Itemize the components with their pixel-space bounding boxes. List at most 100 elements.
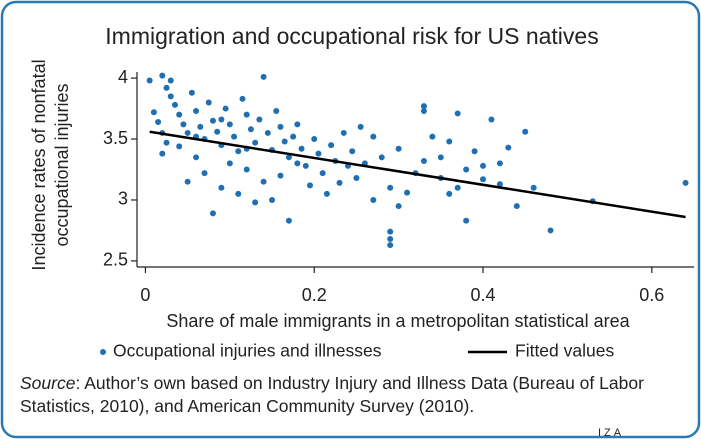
scatter-point <box>307 182 314 189</box>
legend-marker <box>100 349 106 355</box>
legend-label: Occupational injuries and illnesses <box>113 341 382 361</box>
y-axis-label: occupational injuries <box>52 83 72 246</box>
scatter-point <box>370 133 377 140</box>
scatter-point <box>328 142 335 149</box>
scatter-point <box>420 157 427 164</box>
scatter-point <box>378 154 385 161</box>
x-tick-label: 0 <box>140 285 150 305</box>
scatter-point <box>505 144 512 151</box>
scatter-point <box>176 143 183 150</box>
scatter-point <box>205 99 212 106</box>
scatter-point <box>239 95 246 102</box>
scatter-point <box>437 154 444 161</box>
scatter-point <box>315 150 322 157</box>
scatter-point <box>357 123 364 130</box>
scatter-point <box>252 199 259 206</box>
fitted-line <box>149 130 686 219</box>
scatter-point <box>340 129 347 136</box>
scatter-point <box>454 184 461 191</box>
scatter-point <box>171 101 178 108</box>
legend-label: Fitted values <box>515 341 614 361</box>
scatter-point <box>530 184 537 191</box>
scatter-point <box>167 93 174 100</box>
scatter-point <box>446 138 453 145</box>
scatter-point <box>290 133 297 140</box>
scatter-point <box>387 228 394 235</box>
scatter-point <box>387 184 394 191</box>
x-axis-label: Share of male immigrants in a metropolit… <box>166 311 630 331</box>
scatter-point <box>260 178 267 185</box>
y-tick-label: 3 <box>118 189 128 209</box>
scatter-point <box>387 242 394 249</box>
scatter-point <box>218 184 225 191</box>
scatter-point <box>269 196 276 203</box>
scatter-point <box>252 139 259 146</box>
scatter-point <box>159 150 166 157</box>
scatter-point <box>547 227 554 234</box>
scatter-point <box>463 217 470 224</box>
scatter-point <box>163 139 170 146</box>
scatter-point <box>480 162 487 169</box>
scatter-point <box>454 110 461 117</box>
scatter-point <box>188 89 195 96</box>
scatter-point <box>218 116 225 123</box>
scatter-point <box>294 160 301 167</box>
scatter-point <box>264 129 271 136</box>
scatter-point <box>235 190 242 197</box>
scatter-point <box>349 148 356 155</box>
scatter-point <box>370 196 377 203</box>
scatter-point <box>197 123 204 130</box>
scatter-point <box>298 145 305 152</box>
logo: IZA <box>598 427 624 439</box>
scatter-point <box>353 175 360 182</box>
scatter-point <box>193 154 200 161</box>
scatter-point <box>184 178 191 185</box>
x-tick-label: 0.6 <box>639 285 664 305</box>
x-tick-label: 0.2 <box>302 285 327 305</box>
scatter-point <box>226 121 233 128</box>
scatter-point <box>285 217 292 224</box>
scatter-point <box>277 123 284 130</box>
scatter-point <box>429 133 436 140</box>
scatter-point <box>319 170 326 177</box>
y-tick-label: 4 <box>118 67 128 87</box>
scatter-point <box>336 179 343 186</box>
scatter-point <box>281 138 288 145</box>
y-axis-label: Incidence rates of nonfatal <box>29 59 49 270</box>
scatter-point <box>471 148 478 155</box>
scatter-point <box>395 145 402 152</box>
scatter-point <box>176 111 183 118</box>
scatter-point <box>180 121 187 128</box>
scatter-point <box>247 126 254 133</box>
scatter-point <box>235 148 242 155</box>
scatter-point <box>243 166 250 173</box>
scatter-point <box>496 160 503 167</box>
scatter-point <box>150 109 157 116</box>
scatter-point <box>256 116 263 123</box>
scatter-point <box>184 129 191 136</box>
scatter-point <box>446 190 453 197</box>
scatter-point <box>231 133 238 140</box>
scatter-point <box>420 103 427 110</box>
x-tick-label: 0.4 <box>470 285 495 305</box>
scatter-point <box>146 77 153 84</box>
y-tick-label: 2.5 <box>103 250 128 270</box>
scatter-point <box>201 170 208 177</box>
scatter-point <box>311 136 318 143</box>
scatter-point <box>214 128 221 135</box>
scatter-point <box>682 179 689 186</box>
y-tick-label: 3.5 <box>103 128 128 148</box>
scatter-point <box>193 108 200 114</box>
scatter-point <box>294 121 301 128</box>
scatter-point <box>522 128 529 135</box>
scatter-point <box>480 176 487 183</box>
scatter-point <box>209 210 216 217</box>
scatter-point <box>209 117 216 124</box>
scatter-point <box>159 72 166 79</box>
scatter-point <box>260 73 267 80</box>
scatter-point <box>463 166 470 173</box>
scatter-point <box>387 235 394 242</box>
source-label: Source <box>20 373 76 393</box>
